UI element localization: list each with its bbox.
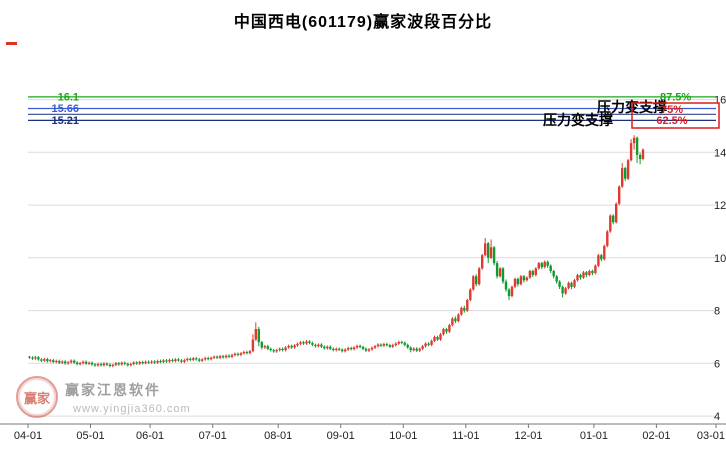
svg-text:05-01: 05-01 xyxy=(76,430,104,442)
svg-text:10: 10 xyxy=(714,253,726,265)
svg-text:07-01: 07-01 xyxy=(199,430,227,442)
watermark-brand: 赢家江恩软件 xyxy=(65,381,161,398)
watermark: 赢家 赢家江恩软件 www.yingjia360.com xyxy=(16,376,191,418)
watermark-logo-icon: 赢家 xyxy=(16,376,58,418)
highlight-box: 75%62.5% xyxy=(631,102,720,129)
svg-text:10-01: 10-01 xyxy=(389,430,417,442)
svg-text:87.5%: 87.5% xyxy=(660,91,691,103)
watermark-url: www.yingjia360.com xyxy=(73,402,191,415)
svg-text:压力变支撑: 压力变支撑 xyxy=(543,112,613,128)
watermark-logo-text: 赢家 xyxy=(23,390,50,406)
x-axis xyxy=(0,423,726,428)
svg-text:06-01: 06-01 xyxy=(136,430,164,442)
x-axis-labels: 04-01 05-01 06-01 07-01 08-01 09-01 10-01 11-01… xyxy=(14,430,725,442)
svg-text:6: 6 xyxy=(714,358,720,370)
svg-text:14: 14 xyxy=(714,147,726,159)
svg-text:01-01: 01-01 xyxy=(580,430,608,442)
svg-text:12: 12 xyxy=(714,200,726,212)
red-tick-mark xyxy=(6,42,17,45)
svg-text:8: 8 xyxy=(714,306,720,318)
svg-text:09-01: 09-01 xyxy=(327,430,355,442)
svg-text:16.1: 16.1 xyxy=(58,91,79,103)
svg-text:08-01: 08-01 xyxy=(264,430,292,442)
candles xyxy=(28,135,645,368)
svg-text:12-01: 12-01 xyxy=(514,430,542,442)
gridlines xyxy=(28,99,716,417)
svg-text:15.66: 15.66 xyxy=(51,103,79,115)
svg-text:4: 4 xyxy=(714,411,720,423)
svg-text:03-01: 03-01 xyxy=(697,430,725,442)
svg-text:02-01: 02-01 xyxy=(642,430,670,442)
svg-text:75%: 75% xyxy=(661,104,683,116)
svg-text:15.21: 15.21 xyxy=(51,115,79,127)
svg-text:62.5%: 62.5% xyxy=(656,115,687,127)
chart-title: 中国西电(601179)赢家波段百分比 xyxy=(233,14,493,31)
svg-text:11-01: 11-01 xyxy=(452,430,479,442)
svg-text:04-01: 04-01 xyxy=(14,430,42,442)
